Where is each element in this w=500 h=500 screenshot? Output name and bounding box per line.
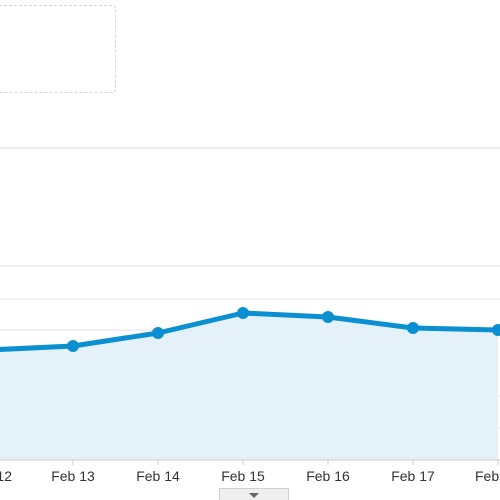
x-tick-label: Feb 17 [391,468,435,484]
chevron-down-icon [249,493,259,498]
x-tick-label: Feb 13 [51,468,95,484]
x-tick-label: Feb 16 [306,468,350,484]
data-point-feb-17[interactable] [407,322,419,334]
range-selector-handle[interactable] [219,488,289,500]
data-point-feb-14[interactable] [152,327,164,339]
data-point-feb-16[interactable] [322,311,334,323]
series-area [0,313,498,460]
data-point-feb-13[interactable] [67,340,79,352]
x-tick-label: 12 [0,468,12,484]
data-point-feb-15[interactable] [237,307,249,319]
x-tick-label: Feb 15 [221,468,265,484]
data-point-feb-18[interactable] [492,324,500,336]
x-tick-label: Feb 14 [136,468,180,484]
x-tick-label: Feb [475,468,499,484]
legend-box [0,5,116,93]
